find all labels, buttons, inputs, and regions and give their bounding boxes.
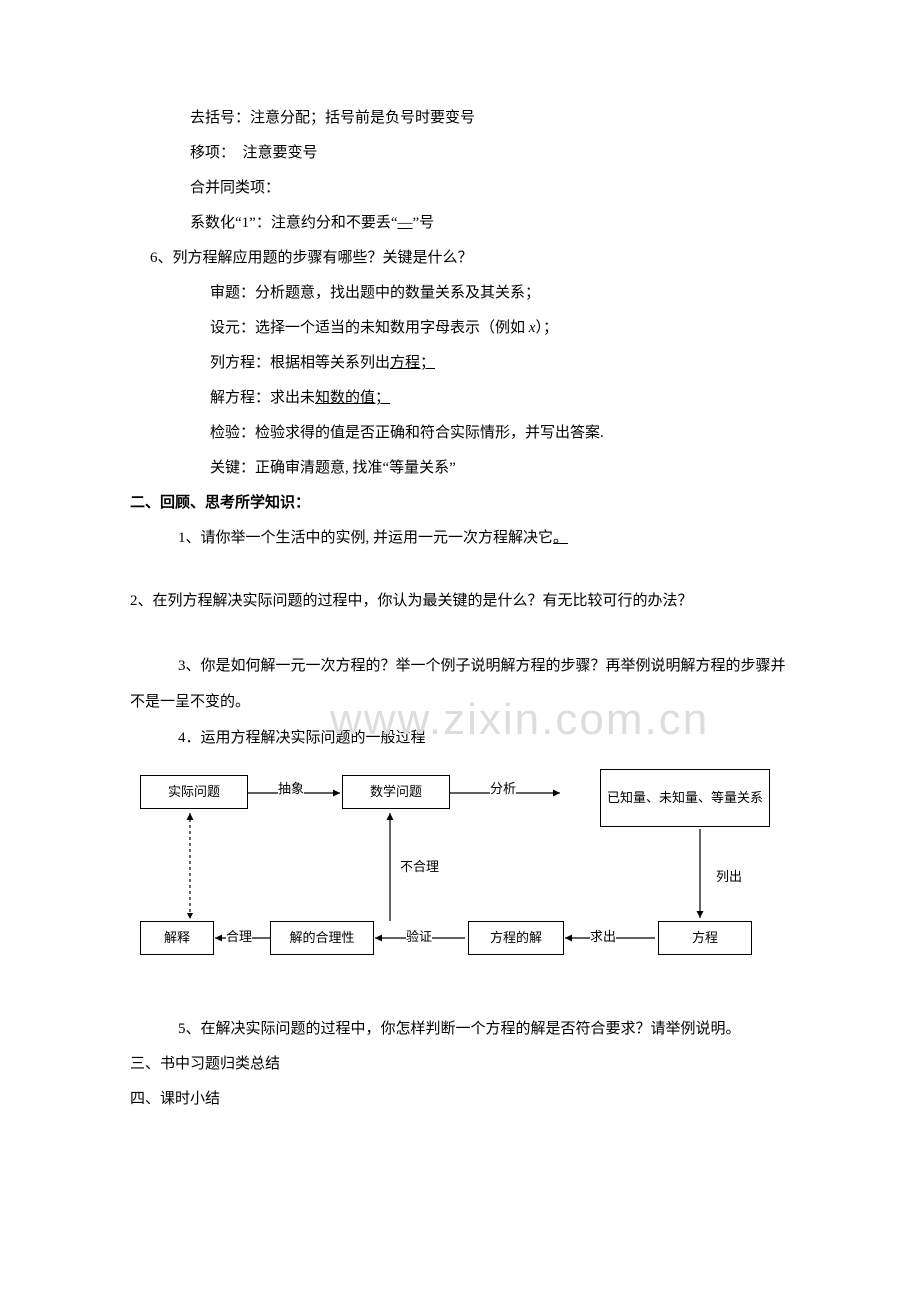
- sec2-p5: 5、在解决实际问题的过程中，你怎样判断一个方程的解是否符合要求？请举例说明。: [130, 1013, 790, 1046]
- q6-s2: 设元：选择一个适当的未知数用字母表示（例如 x）；: [130, 312, 790, 345]
- q6-s1: 审题：分析题意，找出题中的数量关系及其关系；: [130, 277, 790, 310]
- line-coeff: 系数化“1”：注意约分和不要丢“—”号: [130, 207, 790, 240]
- sec2-p1: 1、请你举一个生活中的实例, 并运用一元一次方程解决它。: [130, 522, 790, 555]
- line-move: 移项： 注意要变号: [130, 137, 790, 170]
- q6-s3b: 方程；: [390, 355, 435, 371]
- edge-unreason: 不合理: [400, 853, 439, 882]
- q6-s2c: ）；: [535, 320, 558, 336]
- edge-reason: 合理: [226, 923, 252, 952]
- q6-s3a: 列方程：根据相等关系列出: [210, 355, 390, 371]
- node-solution: 方程的解: [468, 921, 564, 955]
- node-reasonable: 解的合理性: [270, 921, 374, 955]
- coeff-c: ”号: [412, 215, 434, 231]
- node-explain: 解释: [140, 921, 214, 955]
- flowchart: 实际问题 数学问题 已知量、未知量、等量关系 解释 解的合理性 方程的解 方程 …: [130, 763, 790, 983]
- sec2-p1b: 。: [553, 530, 568, 546]
- q6-s4b: 知数的值；: [315, 390, 390, 406]
- line-quotes: 去括号：注意分配；括号前是负号时要变号: [130, 102, 790, 135]
- q6-s4a: 解方程：求出未: [210, 390, 315, 406]
- q6-s4: 解方程：求出未知数的值；: [130, 382, 790, 415]
- line-combine: 合并同类项：: [130, 172, 790, 205]
- sec2-p3: 3、你是如何解一元一次方程的？举一个例子说明解方程的步骤？再举例说明解方程的步骤…: [130, 648, 790, 720]
- sec2-title: 二、回顾、思考所学知识：: [130, 487, 790, 520]
- edge-verify: 验证: [406, 923, 432, 952]
- node-real-problem: 实际问题: [140, 775, 248, 809]
- coeff-a: 系数化“1”：注意约分和不要丢“: [190, 215, 397, 231]
- q6-s5: 检验：检验求得的值是否正确和符合实际情形，并写出答案.: [130, 417, 790, 450]
- edge-list: 列出: [716, 863, 742, 892]
- node-math-problem: 数学问题: [342, 775, 450, 809]
- q6-s3: 列方程：根据相等关系列出方程；: [130, 347, 790, 380]
- sec2-p4: 4．运用方程解决实际问题的一般过程: [130, 722, 790, 755]
- edge-solve: 求出: [590, 923, 616, 952]
- node-equation: 方程: [658, 921, 752, 955]
- q6-s2a: 设元：选择一个适当的未知数用字母表示（例如: [210, 320, 529, 336]
- sec2-p2: 2、在列方程解决实际问题的过程中，你认为最关键的是什么？有无比较可行的办法？: [130, 585, 790, 618]
- sec4: 四、课时小结: [130, 1083, 790, 1116]
- edge-abstract: 抽象: [278, 775, 304, 804]
- q6-title: 6、列方程解应用题的步骤有哪些？关键是什么？: [130, 242, 790, 275]
- sec3: 三、书中习题归类总结: [130, 1048, 790, 1081]
- node-known-unknown: 已知量、未知量、等量关系: [600, 769, 770, 827]
- sec2-p1a: 1、请你举一个生活中的实例, 并运用一元一次方程解决它: [178, 530, 553, 546]
- coeff-dash: —: [397, 215, 412, 231]
- edge-analyze: 分析: [490, 775, 516, 804]
- q6-s6: 关键：正确审清题意, 找准“等量关系”: [130, 452, 790, 485]
